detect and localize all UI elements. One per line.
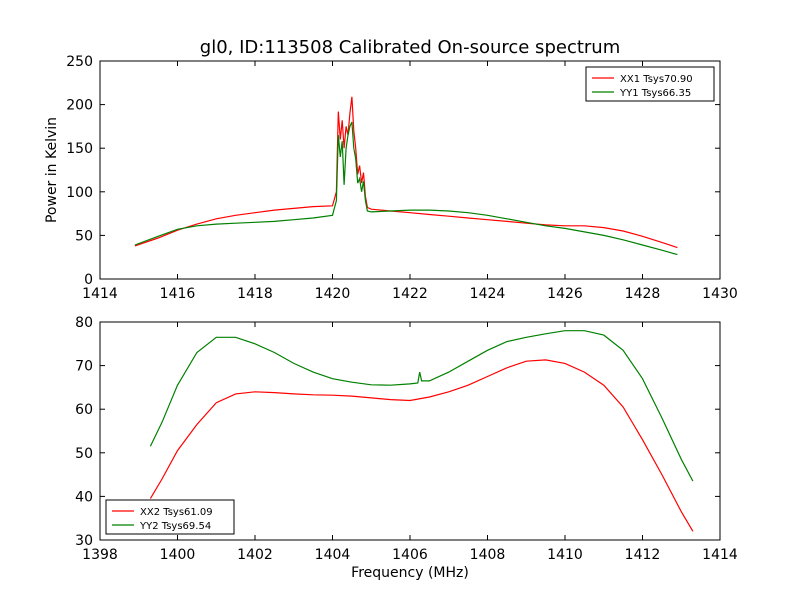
y-axis-label: Power in Kelvin [44,117,60,223]
x-tick-label: 1416 [160,286,196,302]
series-line-yy1 [134,121,678,256]
x-tick-label: 1420 [315,286,351,302]
legend-box [105,499,235,535]
y-tick-label: 60 [75,402,93,418]
legend: XX2 Tsys61.09 YY2 Tsys69.54 [105,499,235,535]
legend-entry-label: XX1 Tsys70.90 [620,74,693,85]
x-tick-label: 1414 [702,547,738,563]
x-tick-label: 1422 [392,286,428,302]
x-tick-label: 1426 [547,286,583,302]
y-tick-label: 0 [84,272,93,288]
x-tick-label: 1400 [160,547,196,563]
legend-entry-label: XX2 Tsys61.09 [140,507,213,518]
y-tick-label: 40 [75,489,93,505]
legend-entry-label: YY2 Tsys69.54 [139,521,211,532]
y-tick-label: 50 [75,228,93,244]
y-tick-label: 250 [66,54,93,70]
x-tick-label: 1430 [702,286,738,302]
x-tick-label: 1428 [625,286,661,302]
y-tick-label: 200 [66,98,93,114]
legend-box [585,66,715,102]
x-axis-label: Frequency (MHz) [351,565,469,581]
x-tick-label: 1412 [625,547,661,563]
y-tick-label: 80 [75,315,93,331]
y-tick-label: 70 [75,359,93,375]
x-tick-label: 1406 [392,547,428,563]
series-line-xx2 [149,359,694,532]
chart-title: gl0, ID:113508 Calibrated On-source spec… [200,37,620,58]
y-tick-label: 30 [75,533,93,549]
x-tick-label: 1398 [82,547,118,563]
y-tick-label: 50 [75,446,93,462]
bottom-spectrum-panel: 1398 1400 1402 1404 1406 1408 1410 1412 1414 30 40… [75,315,738,581]
x-tick-label: 1424 [470,286,506,302]
x-tick-label: 1414 [82,286,118,302]
x-tick-label: 1404 [315,547,351,563]
x-tick-label: 1402 [237,547,273,563]
x-tick-label: 1410 [547,547,583,563]
x-tick-label: 1418 [237,286,273,302]
y-tick-label: 150 [66,141,93,157]
y-tick-label: 100 [66,185,93,201]
legend: XX1 Tsys70.90 YY1 Tsys66.35 [585,66,715,102]
x-tick-label: 1408 [470,547,506,563]
legend-entry-label: YY1 Tsys66.35 [619,88,691,99]
top-spectrum-panel: 1414 1416 1418 1420 1422 1424 1426 1428 1430 0 50 1… [44,54,738,302]
series-line-yy2 [149,330,694,482]
